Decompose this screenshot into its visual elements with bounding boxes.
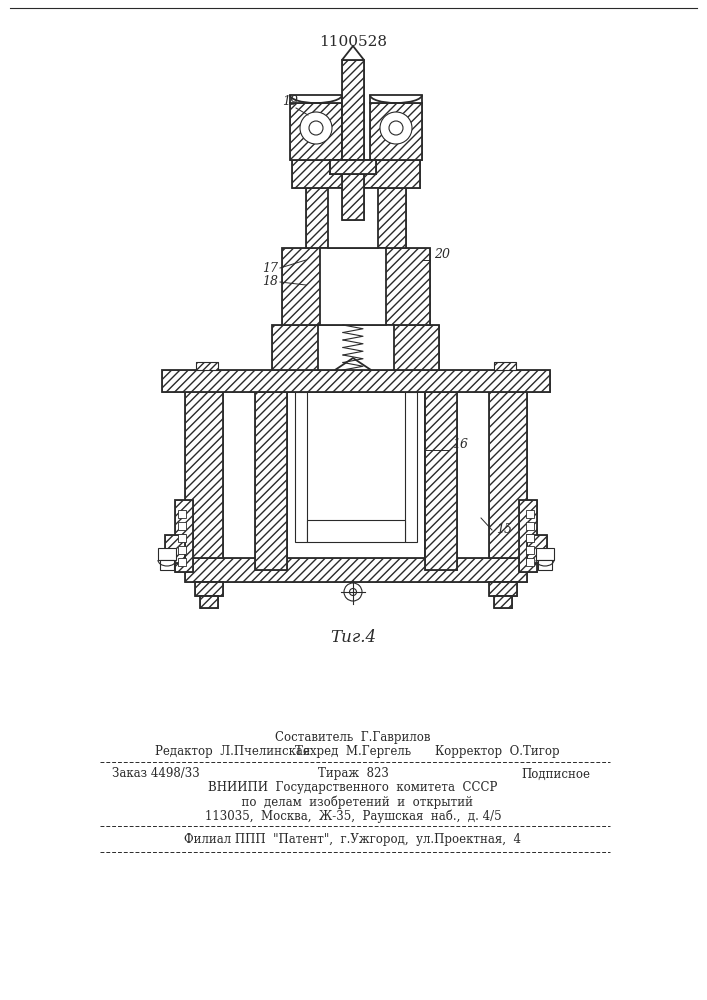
Bar	[185, 390, 223, 558]
Text: Филиал ППП  "Патент",  г.Ужгород,  ул.Проектная,  4: Филиал ППП "Патент", г.Ужгород, ул.Проек…	[185, 834, 522, 846]
Bar	[158, 548, 176, 560]
Bar	[272, 325, 439, 370]
Bar	[330, 160, 376, 174]
Text: Заказ 4498/33: Заказ 4498/33	[112, 768, 200, 780]
Bar	[526, 558, 534, 566]
Text: Тираж  823: Тираж 823	[317, 768, 388, 780]
Bar	[160, 560, 174, 570]
Text: 15: 15	[496, 523, 512, 536]
Bar	[494, 362, 516, 370]
Bar	[370, 103, 422, 160]
Bar	[178, 534, 186, 542]
Bar	[489, 582, 517, 596]
Bar	[290, 95, 342, 103]
Bar	[425, 392, 457, 570]
Bar	[342, 60, 364, 220]
Bar	[307, 520, 405, 542]
Bar	[536, 548, 554, 560]
Bar	[178, 510, 186, 518]
Text: 16: 16	[452, 438, 468, 451]
Text: 20: 20	[434, 248, 450, 261]
Bar	[185, 558, 527, 582]
Bar	[519, 500, 537, 572]
Bar	[175, 500, 193, 572]
Bar	[162, 370, 550, 392]
Bar	[494, 362, 516, 370]
Bar	[489, 390, 527, 558]
Text: ВНИИПИ  Государственного  комитета  СССР: ВНИИПИ Государственного комитета СССР	[209, 782, 498, 794]
Text: 19: 19	[282, 95, 298, 108]
Bar	[185, 390, 223, 558]
Bar	[526, 534, 534, 542]
Polygon shape	[335, 358, 371, 370]
Bar	[195, 582, 223, 596]
Bar	[405, 392, 417, 542]
Bar	[306, 188, 406, 248]
Bar	[165, 535, 185, 563]
Bar	[178, 522, 186, 530]
Bar	[306, 188, 406, 248]
Bar	[200, 596, 218, 608]
Bar	[527, 535, 547, 563]
Bar	[330, 160, 376, 174]
Bar	[494, 596, 512, 608]
Bar	[165, 535, 185, 563]
Bar	[175, 500, 193, 572]
Bar	[519, 500, 537, 572]
Bar	[318, 325, 394, 370]
Circle shape	[380, 112, 412, 144]
Text: Корректор  О.Тигор: Корректор О.Тигор	[436, 746, 560, 758]
Bar	[200, 596, 218, 608]
Bar	[538, 560, 552, 570]
Bar	[330, 160, 376, 174]
Circle shape	[344, 583, 362, 601]
Polygon shape	[342, 46, 364, 60]
Circle shape	[300, 112, 332, 144]
Bar	[292, 160, 420, 188]
Text: Подписное: Подписное	[521, 768, 590, 780]
Bar	[295, 392, 307, 542]
Bar	[290, 103, 342, 160]
Text: по  делам  изобретений  и  открытий: по делам изобретений и открытий	[233, 795, 472, 809]
Bar	[489, 582, 517, 596]
Bar	[292, 160, 420, 188]
Bar	[272, 325, 439, 370]
Text: 1100528: 1100528	[319, 35, 387, 49]
Bar	[527, 535, 547, 563]
Bar	[178, 558, 186, 566]
Bar	[282, 248, 430, 325]
Circle shape	[349, 588, 356, 595]
Text: Τиг.4: Τиг.4	[330, 630, 376, 647]
Bar	[328, 188, 378, 248]
Bar	[287, 392, 425, 562]
Text: Составитель  Г.Гаврилов: Составитель Г.Гаврилов	[275, 730, 431, 744]
Bar	[195, 582, 223, 596]
Bar	[255, 392, 287, 570]
Bar	[425, 392, 457, 570]
Bar	[290, 103, 342, 160]
Bar	[185, 558, 527, 582]
Bar	[370, 95, 422, 103]
Text: Редактор  Л.Пчелинская: Редактор Л.Пчелинская	[155, 746, 310, 758]
Bar	[255, 392, 287, 570]
Bar	[196, 362, 218, 370]
Text: 17: 17	[262, 262, 278, 275]
Bar	[526, 510, 534, 518]
Bar	[526, 546, 534, 554]
Bar	[489, 390, 527, 558]
Bar	[526, 522, 534, 530]
Text: Техред  М.Гергель: Техред М.Гергель	[295, 746, 411, 758]
Bar	[282, 248, 430, 325]
Text: 18: 18	[262, 275, 278, 288]
Bar	[178, 546, 186, 554]
Bar	[342, 60, 364, 220]
Bar	[162, 370, 550, 392]
Text: 113035,  Москва,  Ж-35,  Раушская  наб.,  д. 4/5: 113035, Москва, Ж-35, Раушская наб., д. …	[205, 809, 501, 823]
Bar	[320, 248, 386, 325]
Bar	[370, 103, 422, 160]
Bar	[196, 362, 218, 370]
Bar	[494, 596, 512, 608]
